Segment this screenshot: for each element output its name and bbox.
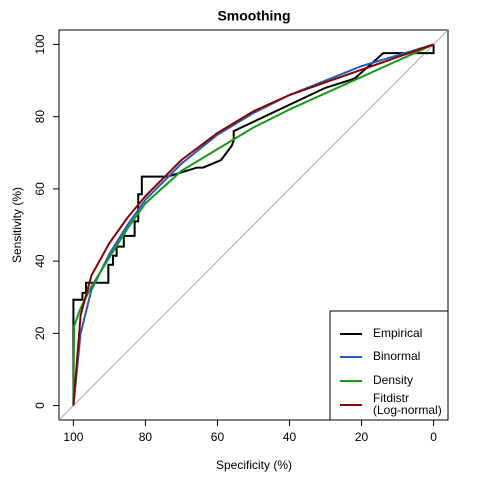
series-line <box>72 43 434 406</box>
legend-label-line: Fitdistr <box>373 391 409 405</box>
y-tick-label: 100 <box>33 34 47 54</box>
legend-box <box>329 310 449 421</box>
y-tick-label: 60 <box>33 182 47 196</box>
x-tick-label: 60 <box>211 430 225 444</box>
plot-area <box>59 30 448 420</box>
y-axis-label: Sensitivity (%) <box>10 187 24 263</box>
x-tick-label: 80 <box>139 430 153 444</box>
legend-label-line: (Log-normal) <box>373 403 442 417</box>
series-line <box>72 43 434 406</box>
x-tick-label: 40 <box>283 430 297 444</box>
chart-title: Smoothing <box>217 8 290 24</box>
y-tick-label: 0 <box>33 402 47 409</box>
y-tick-label: 20 <box>33 326 47 340</box>
x-tick-label: 0 <box>430 430 437 444</box>
x-tick-label: 20 <box>355 430 369 444</box>
legend-label: Binormal <box>373 349 420 363</box>
y-tick-label: 40 <box>33 254 47 268</box>
x-axis-label: Specificity (%) <box>216 458 292 472</box>
reference-diagonal <box>59 30 448 420</box>
x-tick-label: 100 <box>63 430 83 444</box>
legend-label: Empirical <box>373 326 422 340</box>
y-tick-label: 80 <box>33 110 47 124</box>
legend-label: Fitdistr (Log-normal) <box>373 391 442 417</box>
legend-label: Density <box>373 373 413 387</box>
